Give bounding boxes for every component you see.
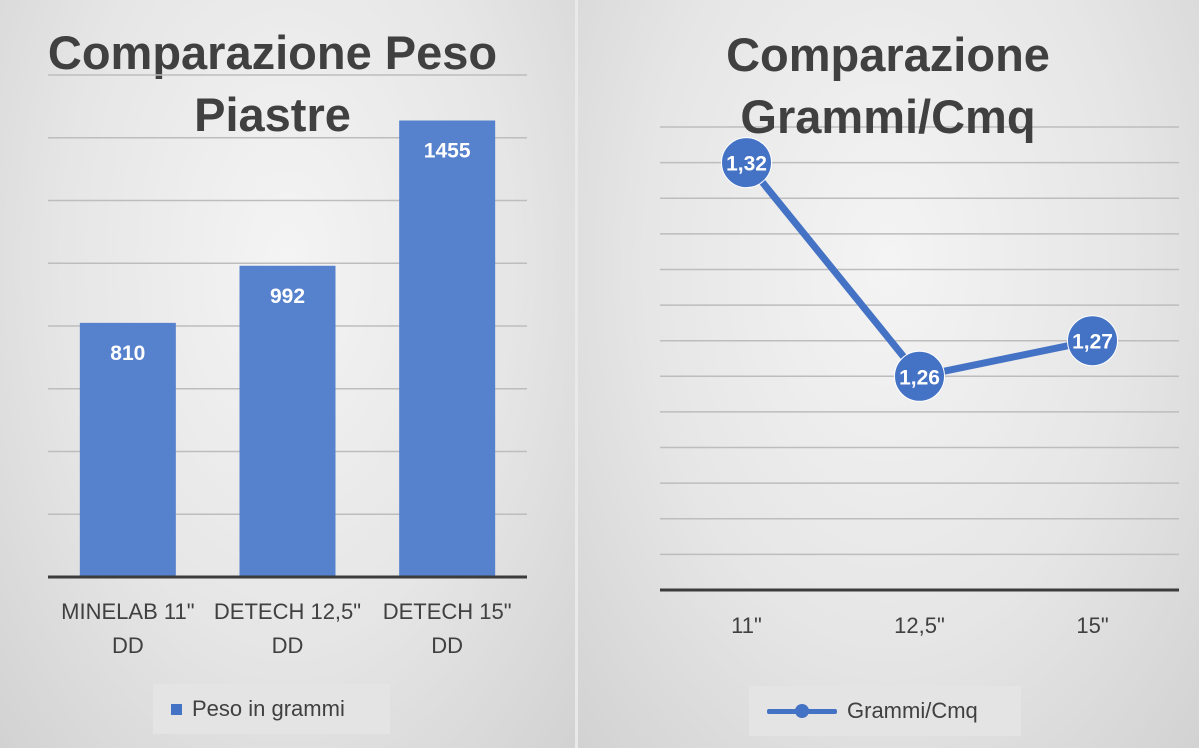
bar-data-label: 810 bbox=[110, 342, 145, 365]
panel-divider bbox=[575, 0, 578, 748]
bar-category-label: DD bbox=[431, 633, 463, 658]
bar-category-label: DETECH 12,5" bbox=[214, 599, 361, 624]
bar-legend-label: Peso in grammi bbox=[192, 696, 345, 721]
bar-category-label: DD bbox=[112, 633, 144, 658]
bar-chart-plot: 810 MINELAB 11" DD 992 DETECH 12,5" DD 1455 DET… bbox=[48, 74, 527, 658]
bar-category-label: DD bbox=[272, 633, 304, 658]
bar bbox=[79, 322, 176, 577]
bar-data-label: 1455 bbox=[424, 139, 471, 162]
line-point bbox=[721, 137, 772, 189]
bar-chart-title: Comparazione Peso Piastre bbox=[47, 26, 498, 141]
line-chart-title: Comparazione Grammi/Cmq bbox=[726, 28, 1050, 143]
line-point bbox=[894, 350, 945, 402]
bar-chart-legend: Peso in grammi bbox=[153, 684, 390, 734]
line-chart-plot: 1,32 1,26 1,27 11" 12,5" 15" bbox=[660, 126, 1179, 638]
line-data-label: 1,32 bbox=[726, 153, 767, 176]
bar-chart-panel: Comparazione Peso Piastre 810 MINELAB 11"… bbox=[0, 0, 575, 748]
bar-category-label: DETECH 15" bbox=[383, 599, 512, 624]
line-data-label: 1,26 bbox=[899, 366, 940, 389]
line-legend-label: Grammi/Cmq bbox=[847, 698, 978, 723]
line-chart-legend: Grammi/Cmq bbox=[749, 686, 1021, 736]
line-category-label: 15" bbox=[1076, 613, 1108, 638]
bar bbox=[239, 265, 336, 577]
bar-category-label: MINELAB 11" bbox=[61, 599, 194, 624]
bar bbox=[399, 120, 496, 578]
line-point bbox=[1067, 315, 1118, 367]
line-category-label: 11" bbox=[731, 613, 762, 638]
legend-swatch-icon bbox=[171, 703, 182, 715]
line-data-label: 1,27 bbox=[1072, 331, 1113, 354]
bar-data-label: 992 bbox=[270, 285, 305, 308]
legend-line-marker-icon bbox=[767, 704, 837, 718]
line-chart-panel: 1,32 1,26 1,27 11" 12,5" 15" Comparazione Gra… bbox=[578, 0, 1199, 748]
line-category-label: 12,5" bbox=[894, 613, 945, 638]
